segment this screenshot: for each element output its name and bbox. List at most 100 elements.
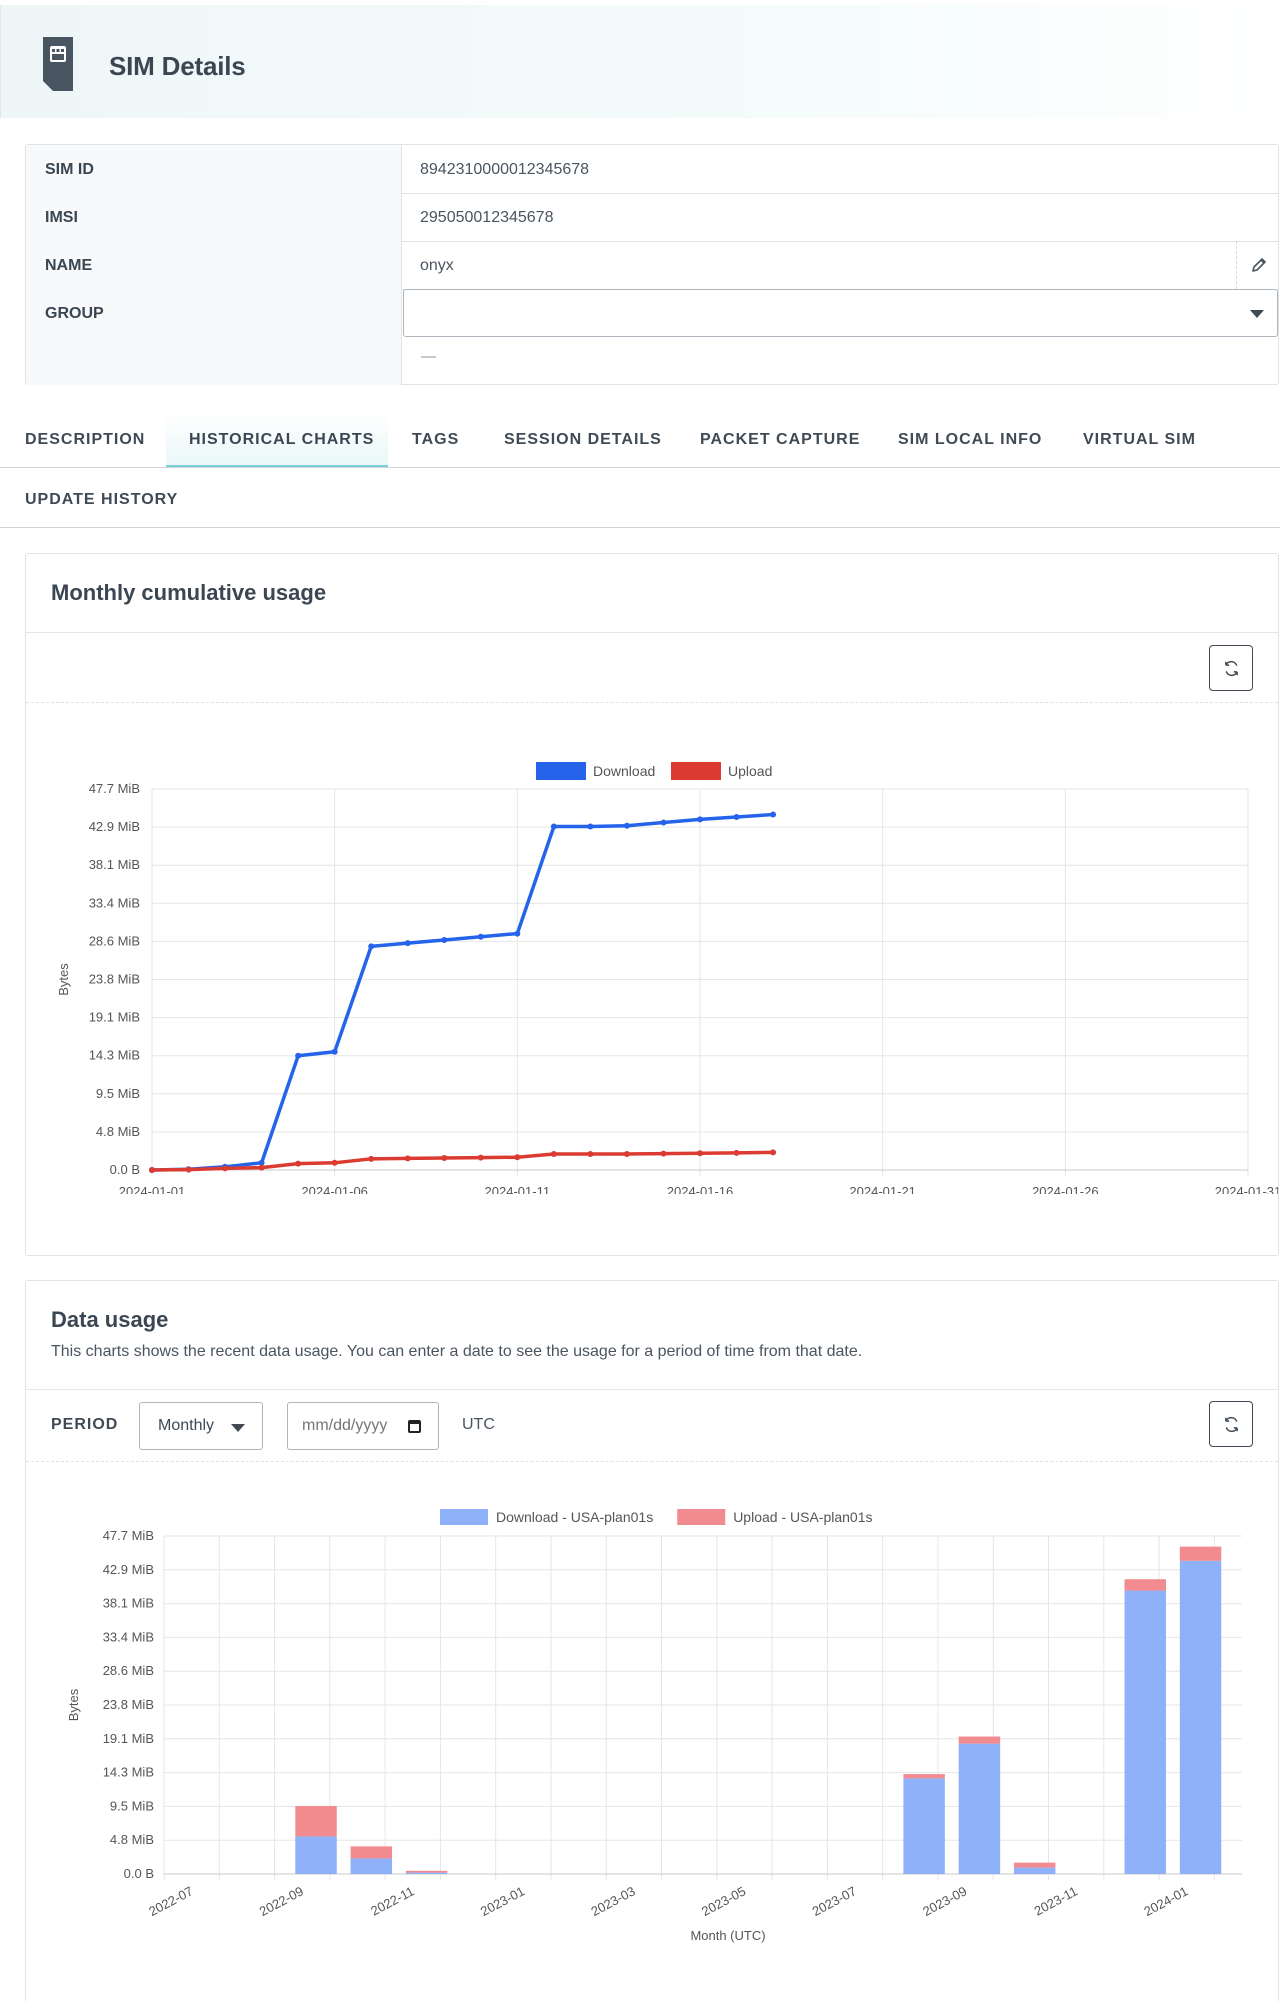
- y-tick-label: 0.0 B: [110, 1162, 140, 1177]
- legend-label: Download: [593, 763, 655, 779]
- x-tick-label: 2024-01-11: [485, 1184, 551, 1194]
- y-tick-label: 42.9 MiB: [103, 1562, 154, 1577]
- y-tick-label: 28.6 MiB: [89, 933, 140, 948]
- refresh-button[interactable]: [1209, 1401, 1253, 1447]
- data-point: [477, 933, 484, 940]
- bar-segment: [350, 1858, 393, 1874]
- data-point: [368, 1155, 375, 1162]
- property-value: 8942310000012345678: [420, 161, 590, 178]
- bar-segment: [1124, 1590, 1166, 1874]
- x-tick-label: 2023-09: [920, 1883, 969, 1919]
- x-tick-label: 2024-01-06: [301, 1184, 368, 1194]
- x-tick-label: 2023-05: [699, 1883, 748, 1919]
- data-point: [477, 1154, 484, 1161]
- refresh-icon: [1225, 1416, 1238, 1433]
- tab-session-details[interactable]: SESSION DETAILS: [504, 431, 662, 448]
- data-point: [441, 1155, 448, 1162]
- edit-name-button[interactable]: [1236, 241, 1278, 289]
- card-divider: [26, 702, 1278, 703]
- data-point: [660, 1150, 667, 1157]
- bar-segment: [405, 1870, 448, 1873]
- data-point: [404, 940, 411, 947]
- property-label: NAME: [26, 241, 402, 289]
- period-select[interactable]: Monthly: [139, 1402, 263, 1450]
- page-title: SIM Details: [109, 51, 246, 81]
- card-divider: [26, 632, 1278, 633]
- legend-label: Upload - USA-plan01s: [733, 1509, 872, 1525]
- y-axis-label: Bytes: [66, 1688, 81, 1721]
- card-description: This charts shows the recent data usage.…: [51, 1343, 863, 1360]
- legend-label: Upload: [728, 763, 772, 779]
- y-tick-label: 23.8 MiB: [89, 972, 140, 987]
- card-title: Data usage: [51, 1307, 169, 1332]
- tab-sim-local-info[interactable]: SIM LOCAL INFO: [898, 431, 1043, 448]
- chevron-down-icon: [231, 1424, 245, 1432]
- y-tick-label: 33.4 MiB: [89, 895, 140, 910]
- refresh-button[interactable]: [1209, 645, 1253, 691]
- data-point: [770, 811, 777, 818]
- tab-virtual-sim[interactable]: VIRTUAL SIM: [1083, 431, 1196, 448]
- property-label: GROUP: [26, 289, 402, 385]
- sim-card-icon: [43, 37, 73, 91]
- property-row-group: GROUP: [26, 289, 1278, 385]
- tab-tags[interactable]: TAGS: [412, 431, 460, 448]
- page-header: SIM Details: [0, 5, 1280, 118]
- data-point: [258, 1159, 265, 1166]
- tab-update-history[interactable]: UPDATE HISTORY: [25, 491, 179, 508]
- y-tick-label: 9.5 MiB: [96, 1086, 140, 1101]
- tab-divider: [0, 467, 1280, 468]
- bar-segment: [295, 1805, 337, 1837]
- y-tick-label: 47.7 MiB: [103, 1528, 154, 1543]
- property-label: IMSI: [26, 193, 402, 241]
- bar-segment: [1124, 1579, 1166, 1591]
- y-tick-label: 14.3 MiB: [103, 1765, 154, 1780]
- data-point: [441, 936, 448, 943]
- date-input[interactable]: [287, 1402, 439, 1450]
- group-select[interactable]: [403, 289, 1278, 337]
- y-tick-label: 23.8 MiB: [103, 1697, 154, 1712]
- data-point: [623, 1151, 630, 1158]
- data-usage-card: Data usage This charts shows the recent …: [25, 1280, 1279, 2002]
- x-tick-label: 2023-01: [478, 1883, 527, 1919]
- calendar-icon[interactable]: [408, 1420, 421, 1433]
- data-point: [660, 819, 667, 826]
- data-point: [149, 1167, 155, 1173]
- x-tick-label: 2023-11: [1032, 1883, 1080, 1918]
- y-tick-label: 47.7 MiB: [89, 781, 140, 796]
- bar-segment: [1013, 1867, 1056, 1874]
- x-tick-label: 2024-01: [1141, 1883, 1190, 1919]
- x-tick-label: 2022-07: [146, 1883, 195, 1919]
- tab-packet-capture[interactable]: PACKET CAPTURE: [700, 431, 861, 448]
- y-tick-label: 19.1 MiB: [103, 1731, 154, 1746]
- data-point: [185, 1166, 192, 1173]
- y-tick-label: 4.8 MiB: [96, 1124, 140, 1139]
- data-point: [697, 1150, 703, 1157]
- y-tick-label: 19.1 MiB: [89, 1010, 140, 1025]
- data-point: [514, 1154, 521, 1161]
- card-divider: [26, 1389, 1278, 1390]
- data-point: [697, 816, 703, 823]
- data-point: [295, 1160, 302, 1167]
- data-point: [514, 930, 521, 937]
- y-tick-label: 9.5 MiB: [110, 1798, 154, 1813]
- data-point: [404, 1155, 411, 1162]
- data-point: [368, 943, 375, 950]
- y-tick-label: 42.9 MiB: [89, 819, 140, 834]
- property-row-name: NAME onyx: [26, 241, 1278, 290]
- x-tick-label: 2024-01-01: [119, 1184, 186, 1194]
- bar-segment: [903, 1778, 945, 1874]
- tab-historical-charts[interactable]: HISTORICAL CHARTS: [189, 431, 375, 448]
- x-tick-label: 2022-11: [368, 1883, 416, 1918]
- tab-description[interactable]: DESCRIPTION: [25, 431, 146, 448]
- data-point: [550, 823, 557, 830]
- data-point: [587, 1151, 594, 1158]
- x-tick-label: 2024-01-31: [1215, 1184, 1278, 1194]
- y-tick-label: 38.1 MiB: [89, 857, 140, 872]
- x-tick-label: 2024-01-16: [667, 1184, 734, 1194]
- series-line: [151, 812, 774, 1172]
- bar-segment: [405, 1872, 448, 1874]
- data-point: [770, 1149, 777, 1156]
- bar-segment: [903, 1774, 945, 1779]
- bar-segment: [350, 1846, 393, 1859]
- data-point: [733, 1149, 740, 1156]
